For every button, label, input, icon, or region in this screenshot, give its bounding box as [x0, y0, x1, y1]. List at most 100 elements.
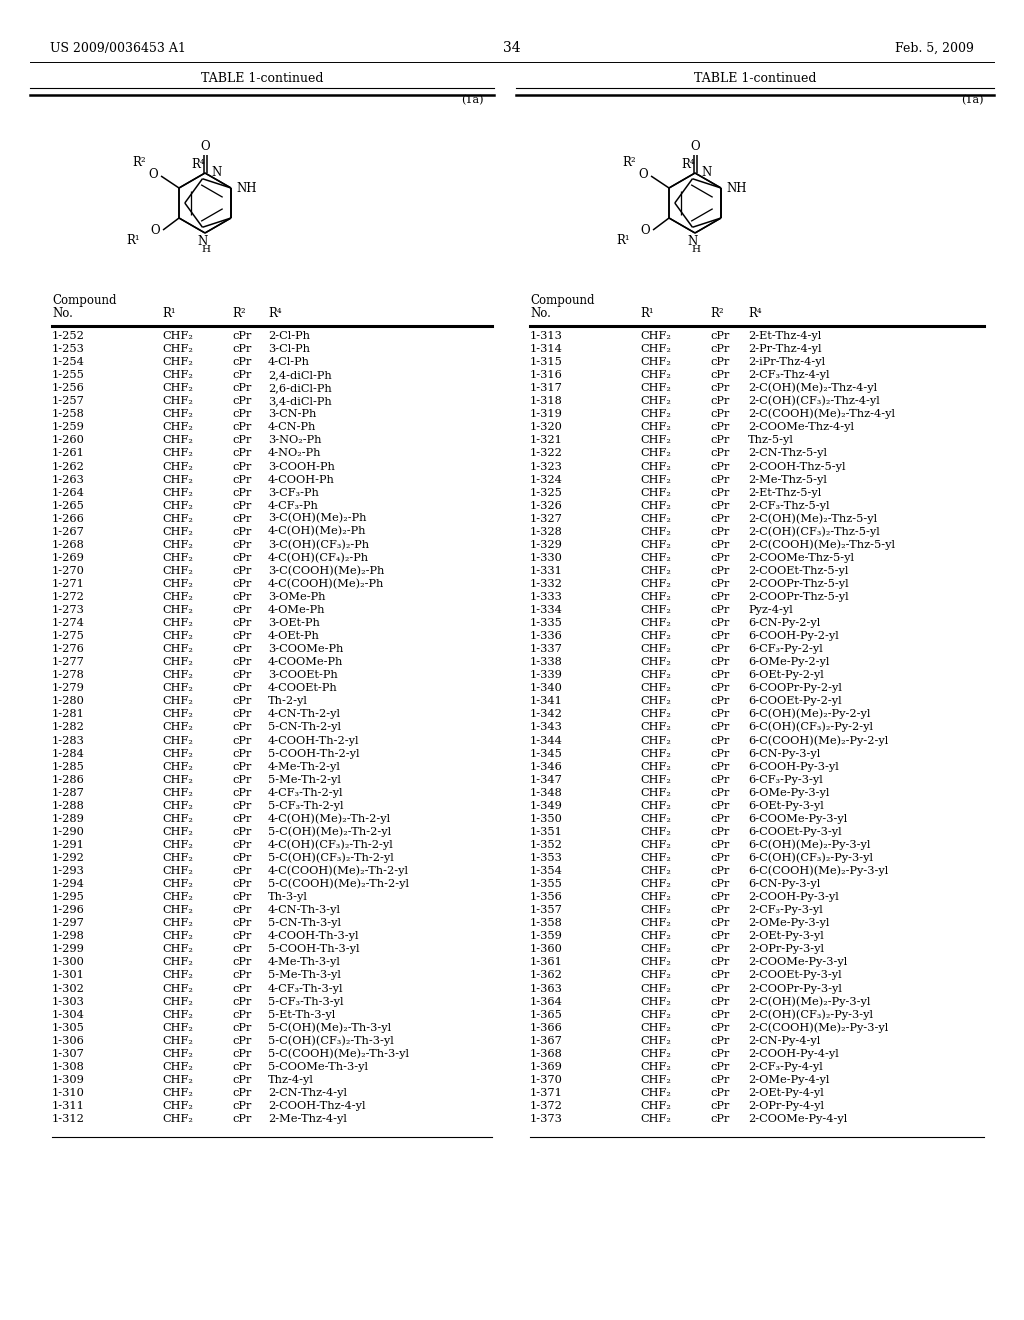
Text: 2-COOEt-Thz-5-yl: 2-COOEt-Thz-5-yl [748, 566, 848, 576]
Text: 1-343: 1-343 [530, 722, 563, 733]
Text: 2-CF₃-Thz-4-yl: 2-CF₃-Thz-4-yl [748, 370, 829, 380]
Text: 1-346: 1-346 [530, 762, 563, 772]
Text: CHF₂: CHF₂ [640, 866, 671, 876]
Text: CHF₂: CHF₂ [162, 605, 193, 615]
Text: 1-325: 1-325 [530, 487, 563, 498]
Text: 3-CF₃-Ph: 3-CF₃-Ph [268, 487, 318, 498]
Text: cPr: cPr [710, 657, 729, 667]
Text: 3-C(COOH)(Me)₂-Ph: 3-C(COOH)(Me)₂-Ph [268, 565, 384, 576]
Text: 1-350: 1-350 [530, 814, 563, 824]
Text: cPr: cPr [710, 527, 729, 537]
Text: Thz-4-yl: Thz-4-yl [268, 1074, 314, 1085]
Text: 3-OMe-Ph: 3-OMe-Ph [268, 591, 326, 602]
Text: 2-C(OH)(Me)₂-Thz-5-yl: 2-C(OH)(Me)₂-Thz-5-yl [748, 513, 878, 524]
Text: CHF₂: CHF₂ [640, 370, 671, 380]
Text: 6-CN-Py-3-yl: 6-CN-Py-3-yl [748, 748, 820, 759]
Text: 2-Cl-Ph: 2-Cl-Ph [268, 331, 310, 341]
Text: cPr: cPr [710, 566, 729, 576]
Text: 2-OEt-Py-4-yl: 2-OEt-Py-4-yl [748, 1088, 823, 1098]
Text: cPr: cPr [232, 1061, 251, 1072]
Text: 1-295: 1-295 [52, 892, 85, 902]
Text: 2-C(OH)(Me)₂-Thz-4-yl: 2-C(OH)(Me)₂-Thz-4-yl [748, 383, 878, 393]
Text: 1-260: 1-260 [52, 436, 85, 445]
Text: CHF₂: CHF₂ [640, 605, 671, 615]
Text: 2-COOMe-Py-4-yl: 2-COOMe-Py-4-yl [748, 1114, 847, 1125]
Text: cPr: cPr [232, 540, 251, 550]
Text: CHF₂: CHF₂ [162, 1074, 193, 1085]
Text: 2-OPr-Py-4-yl: 2-OPr-Py-4-yl [748, 1101, 824, 1111]
Text: 4-CF₃-Th-3-yl: 4-CF₃-Th-3-yl [268, 983, 343, 994]
Text: 2-Pr-Thz-4-yl: 2-Pr-Thz-4-yl [748, 345, 821, 354]
Text: cPr: cPr [710, 644, 729, 655]
Text: CHF₂: CHF₂ [162, 944, 193, 954]
Text: 1-310: 1-310 [52, 1088, 85, 1098]
Text: 1-258: 1-258 [52, 409, 85, 420]
Text: 1-330: 1-330 [530, 553, 563, 562]
Text: 6-CN-Py-2-yl: 6-CN-Py-2-yl [748, 618, 820, 628]
Text: cPr: cPr [710, 919, 729, 928]
Text: CHF₂: CHF₂ [640, 1036, 671, 1045]
Text: CHF₂: CHF₂ [162, 579, 193, 589]
Text: cPr: cPr [232, 826, 251, 837]
Text: 6-C(OH)(Me)₂-Py-3-yl: 6-C(OH)(Me)₂-Py-3-yl [748, 840, 870, 850]
Text: CHF₂: CHF₂ [640, 1023, 671, 1032]
Text: Compound: Compound [52, 294, 117, 308]
Text: 5-C(OH)(Me)₂-Th-3-yl: 5-C(OH)(Me)₂-Th-3-yl [268, 1022, 391, 1032]
Text: 2-COOH-Py-3-yl: 2-COOH-Py-3-yl [748, 892, 839, 902]
Text: 5-COOMe-Th-3-yl: 5-COOMe-Th-3-yl [268, 1061, 368, 1072]
Text: 1-365: 1-365 [530, 1010, 563, 1019]
Text: CHF₂: CHF₂ [640, 527, 671, 537]
Text: CHF₂: CHF₂ [162, 500, 193, 511]
Text: 6-C(OH)(CF₃)₂-Py-3-yl: 6-C(OH)(CF₃)₂-Py-3-yl [748, 853, 873, 863]
Text: 1-353: 1-353 [530, 853, 563, 863]
Text: 4-COOH-Th-2-yl: 4-COOH-Th-2-yl [268, 735, 359, 746]
Text: cPr: cPr [232, 892, 251, 902]
Text: 6-OEt-Py-2-yl: 6-OEt-Py-2-yl [748, 671, 823, 680]
Text: cPr: cPr [232, 370, 251, 380]
Text: H: H [692, 244, 701, 253]
Text: 1-271: 1-271 [52, 579, 85, 589]
Text: 1-355: 1-355 [530, 879, 563, 890]
Text: cPr: cPr [710, 906, 729, 915]
Text: cPr: cPr [710, 436, 729, 445]
Text: 1-366: 1-366 [530, 1023, 563, 1032]
Text: CHF₂: CHF₂ [162, 540, 193, 550]
Text: 1-307: 1-307 [52, 1049, 85, 1059]
Text: TABLE 1-continued: TABLE 1-continued [693, 73, 816, 84]
Text: CHF₂: CHF₂ [640, 462, 671, 471]
Text: 3-C(OH)(CF₃)₂-Ph: 3-C(OH)(CF₃)₂-Ph [268, 540, 369, 550]
Text: 1-278: 1-278 [52, 671, 85, 680]
Text: 1-263: 1-263 [52, 475, 85, 484]
Text: 1-279: 1-279 [52, 684, 85, 693]
Text: cPr: cPr [232, 932, 251, 941]
Text: CHF₂: CHF₂ [640, 540, 671, 550]
Text: cPr: cPr [232, 553, 251, 562]
Text: cPr: cPr [710, 1036, 729, 1045]
Text: CHF₂: CHF₂ [640, 919, 671, 928]
Text: cPr: cPr [232, 919, 251, 928]
Text: cPr: cPr [232, 840, 251, 850]
Text: cPr: cPr [710, 513, 729, 524]
Text: 4-OEt-Ph: 4-OEt-Ph [268, 631, 319, 642]
Text: CHF₂: CHF₂ [640, 722, 671, 733]
Text: cPr: cPr [232, 697, 251, 706]
Text: cPr: cPr [232, 487, 251, 498]
Text: CHF₂: CHF₂ [162, 853, 193, 863]
Text: NH: NH [727, 181, 748, 194]
Text: cPr: cPr [232, 997, 251, 1007]
Text: Feb. 5, 2009: Feb. 5, 2009 [895, 42, 974, 55]
Text: 5-C(OH)(CF₃)₂-Th-2-yl: 5-C(OH)(CF₃)₂-Th-2-yl [268, 853, 394, 863]
Text: 3-CN-Ph: 3-CN-Ph [268, 409, 316, 420]
Text: cPr: cPr [232, 1114, 251, 1125]
Text: CHF₂: CHF₂ [162, 1010, 193, 1019]
Text: cPr: cPr [710, 840, 729, 850]
Text: O: O [151, 224, 160, 238]
Text: 6-C(OH)(Me)₂-Py-2-yl: 6-C(OH)(Me)₂-Py-2-yl [748, 709, 870, 719]
Text: 6-C(COOH)(Me)₂-Py-3-yl: 6-C(COOH)(Me)₂-Py-3-yl [748, 866, 888, 876]
Text: CHF₂: CHF₂ [162, 709, 193, 719]
Text: 2-COOPr-Thz-5-yl: 2-COOPr-Thz-5-yl [748, 591, 849, 602]
Text: CHF₂: CHF₂ [640, 436, 671, 445]
Text: 1-273: 1-273 [52, 605, 85, 615]
Text: CHF₂: CHF₂ [162, 566, 193, 576]
Text: 2-C(COOH)(Me)₂-Thz-4-yl: 2-C(COOH)(Me)₂-Thz-4-yl [748, 409, 895, 420]
